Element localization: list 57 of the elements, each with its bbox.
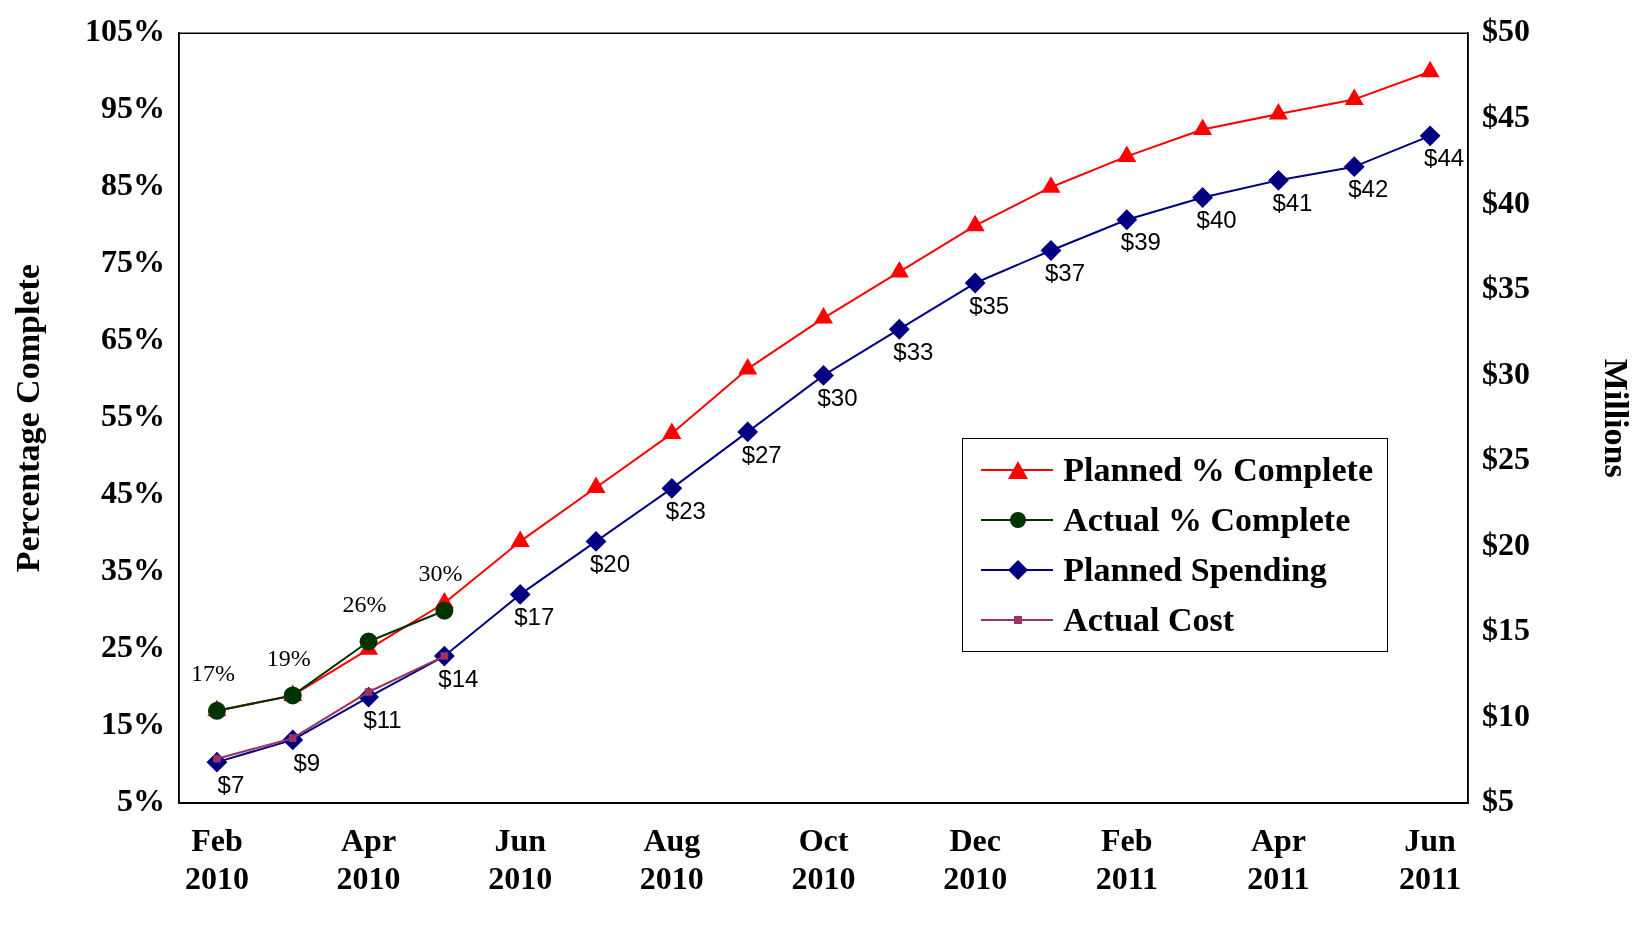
data-label: $42: [1348, 175, 1389, 203]
y-tick-label: 5%: [117, 782, 165, 819]
x-tick-label: Jun 2011: [1398, 821, 1462, 897]
x-tick-label: Oct 2010: [791, 821, 856, 897]
data-label: 17%: [190, 660, 235, 687]
data-label: $14: [438, 664, 479, 692]
legend-label: Actual Cost: [1063, 601, 1235, 640]
x-tick-label: Dec 2010: [943, 821, 1008, 897]
y2-tick-label: $15: [1482, 611, 1530, 648]
data-label: $33: [893, 337, 934, 365]
data-label: $35: [969, 291, 1010, 319]
legend-label: Planned % Complete: [1063, 451, 1373, 490]
data-label: $30: [817, 384, 858, 412]
y2-tick-label: $10: [1482, 696, 1530, 733]
y-tick-label: 45%: [101, 474, 165, 511]
data-label: $9: [293, 748, 321, 776]
legend-label: Actual % Complete: [1063, 501, 1351, 540]
y-tick-label: 85%: [101, 166, 165, 203]
legend-label: Planned Spending: [1063, 551, 1327, 590]
y2-tick-label: $25: [1482, 440, 1530, 477]
data-label: 26%: [342, 590, 387, 617]
y-tick-label: 105%: [85, 12, 165, 49]
data-label: $27: [741, 440, 782, 468]
data-label: 30%: [418, 560, 463, 586]
y2-tick-label: $40: [1482, 183, 1530, 220]
y-tick-label: 25%: [101, 628, 165, 665]
y-tick-label: 15%: [101, 705, 165, 742]
y2-tick-label: $50: [1482, 12, 1530, 49]
data-label: $44: [1424, 144, 1465, 172]
y-axis-title: Percentage Complete: [9, 264, 47, 573]
y-tick-label: 55%: [101, 397, 165, 434]
x-tick-label: Feb 2010: [184, 821, 249, 897]
data-label: $39: [1120, 228, 1161, 256]
x-tick-label: Jun 2010: [488, 821, 553, 897]
data-label: $40: [1196, 206, 1237, 234]
data-label: $37: [1044, 259, 1085, 287]
data-label: 19%: [266, 644, 311, 671]
y2-tick-label: $35: [1482, 269, 1530, 306]
x-tick-label: Aug 2010: [639, 821, 704, 897]
y-tick-label: 75%: [101, 243, 165, 280]
y2-tick-label: $30: [1482, 354, 1530, 391]
y2-tick-label: $20: [1482, 525, 1530, 562]
y2-tick-label: $45: [1482, 98, 1530, 135]
y2-axis-title: Millions: [1597, 358, 1635, 478]
x-tick-label: Feb 2011: [1095, 821, 1158, 897]
x-tick-label: Apr 2010: [336, 821, 401, 897]
data-label: $23: [665, 496, 706, 524]
x-tick-label: Apr 2011: [1247, 821, 1310, 897]
data-label: $20: [590, 550, 631, 578]
data-label: $11: [363, 705, 402, 733]
y-tick-label: 35%: [101, 551, 165, 588]
y-tick-label: 65%: [101, 320, 165, 357]
data-label: $17: [514, 603, 555, 631]
data-label: $7: [217, 770, 245, 798]
y-tick-label: 95%: [101, 89, 165, 126]
data-label: $41: [1272, 188, 1313, 216]
y2-tick-label: $5: [1482, 782, 1514, 819]
